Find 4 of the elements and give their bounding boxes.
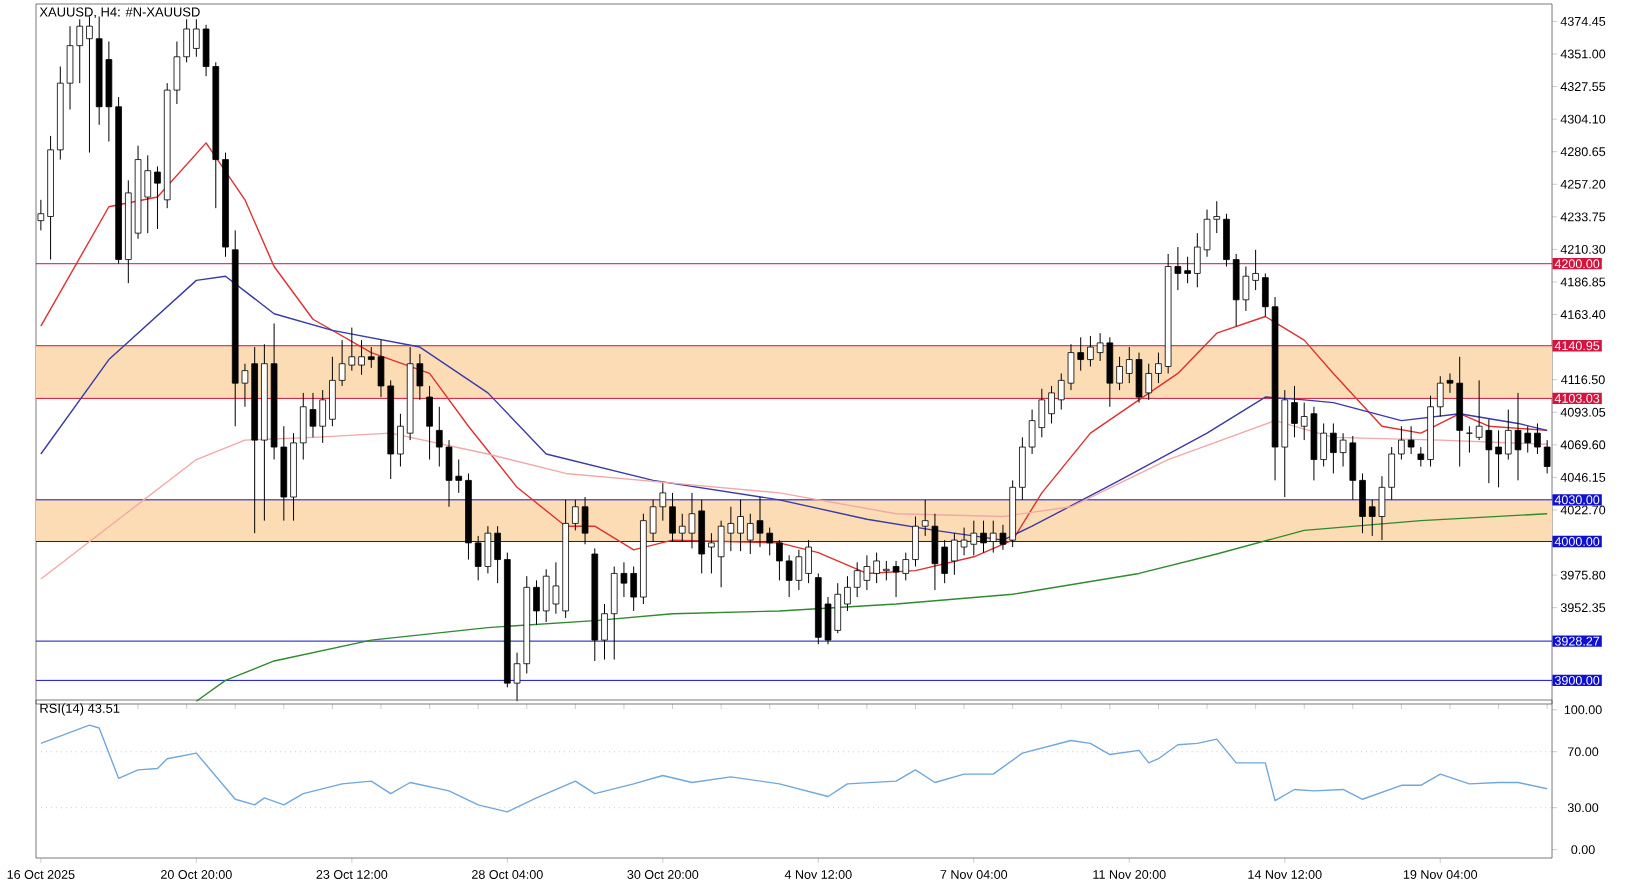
line-series xyxy=(195,513,1548,702)
candlestick xyxy=(426,385,433,461)
line-series xyxy=(40,724,1548,813)
line-series xyxy=(40,419,1548,580)
